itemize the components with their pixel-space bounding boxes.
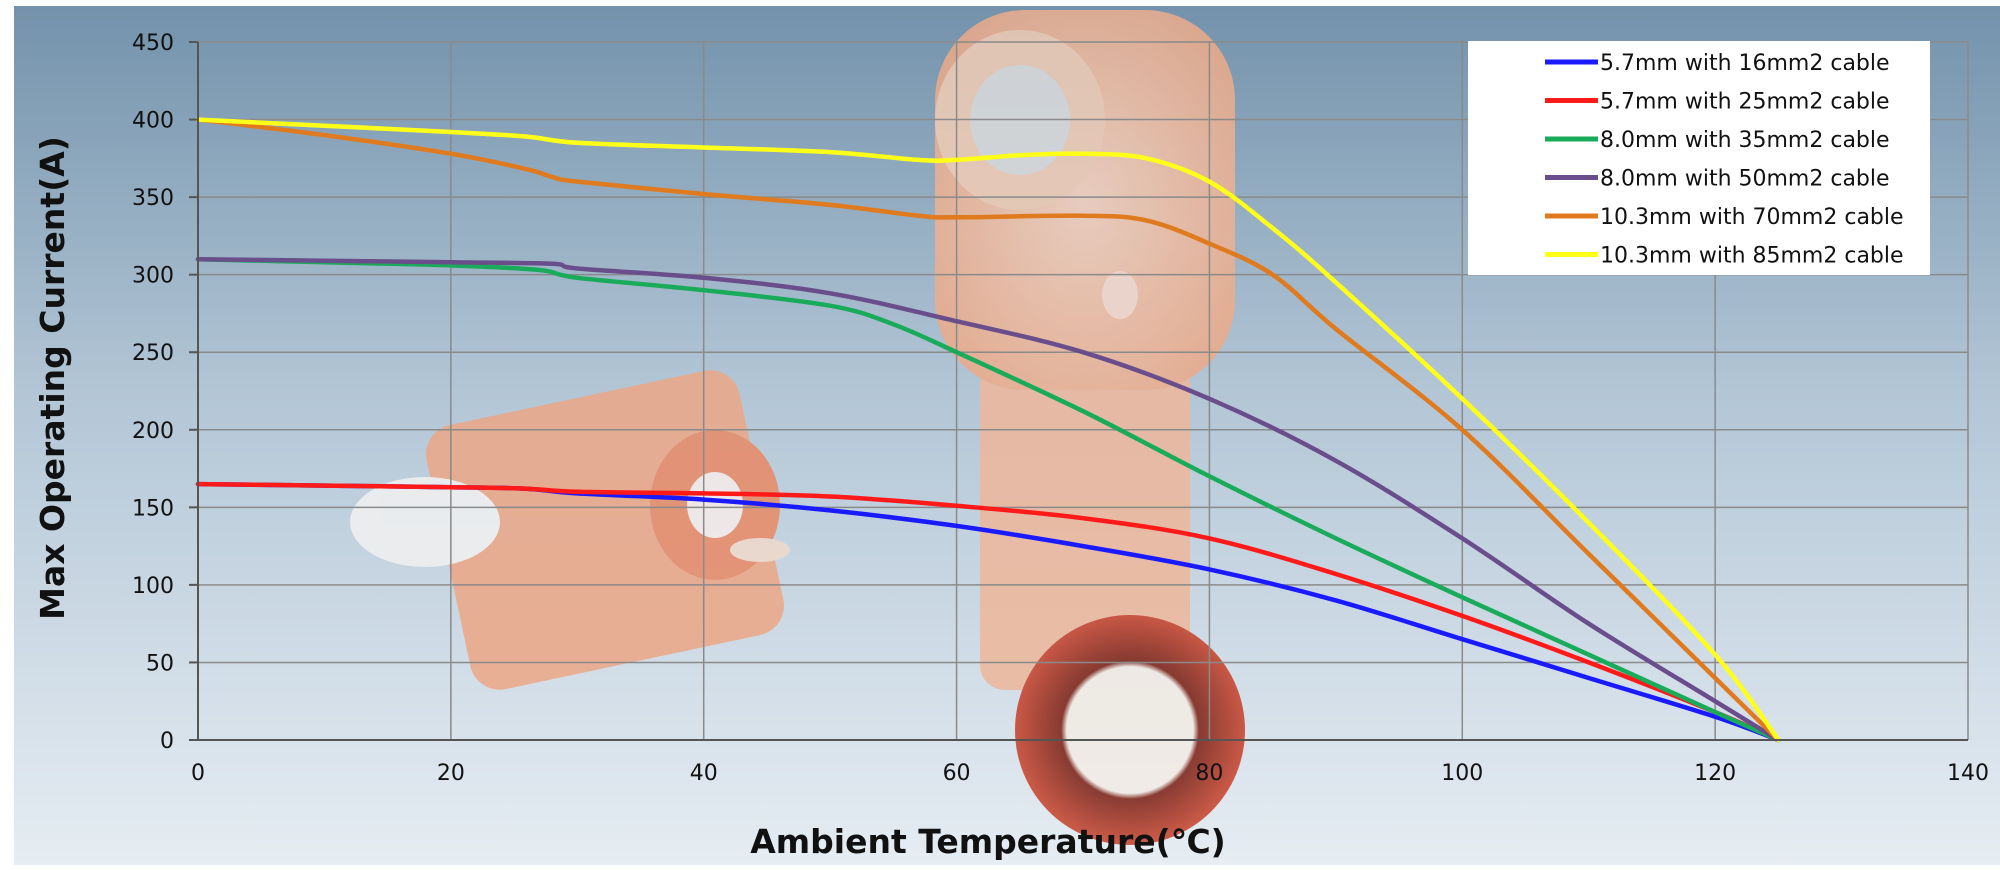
x-axis-title: Ambient Temperature(℃) [750,822,1226,861]
axes: 0 20 40 60 80 100 120 140 0 50 100 150 200 250 300 350 4… [132,31,1989,786]
x-tick-label: 20 [437,761,465,786]
y-tick-label: 450 [132,31,174,56]
series-layer [195,117,1781,743]
series-line-4 [195,256,1781,743]
x-tick-label: 80 [1195,761,1223,786]
series-line-2 [195,481,1781,743]
legend-label: 8.0mm with 50mm2 cable [1600,167,1890,192]
connector-image [350,10,1245,845]
legend-box [1468,41,1930,275]
y-tick-label: 150 [132,496,174,521]
y-tick-label: 50 [146,651,174,676]
x-tick-label: 60 [943,761,971,786]
legend-label: 8.0mm with 35mm2 cable [1600,128,1890,153]
legend-label: 10.3mm with 85mm2 cable [1600,244,1904,269]
legend-label: 5.7mm with 16mm2 cable [1600,51,1890,76]
series-line-5 [195,117,1781,743]
y-tick-label: 200 [132,419,174,444]
x-tick-label: 100 [1441,761,1483,786]
series-line-6 [195,117,1781,743]
legend: 5.7mm with 16mm2 cable 5.7mm with 25mm2 c… [1468,41,1930,275]
legend-label: 5.7mm with 25mm2 cable [1600,90,1890,115]
y-tick-label: 250 [132,341,174,366]
x-tick-label: 0 [191,761,205,786]
legend-label: 10.3mm with 70mm2 cable [1600,205,1904,230]
y-tick-label: 300 [132,264,174,289]
y-tick-label: 400 [132,109,174,134]
x-tick-label: 40 [690,761,718,786]
series-line-3 [195,256,1781,743]
y-tick-label: 350 [132,186,174,211]
x-tick-label: 120 [1694,761,1736,786]
x-tick-label: 140 [1947,761,1989,786]
y-tick-label: 100 [132,574,174,599]
y-axis-title: Max Operating Current(A) [33,136,72,620]
y-tick-label: 0 [160,729,174,754]
